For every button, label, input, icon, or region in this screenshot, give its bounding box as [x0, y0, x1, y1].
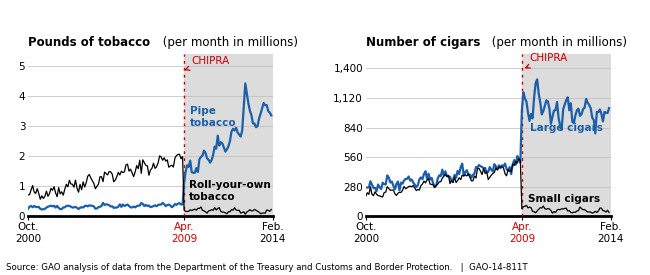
Text: Roll-your-own
tobacco: Roll-your-own tobacco	[188, 180, 270, 202]
Text: (per month in millions): (per month in millions)	[488, 36, 627, 49]
Text: Large cigars: Large cigars	[530, 123, 603, 133]
Text: Pipe
tobacco: Pipe tobacco	[190, 106, 237, 128]
Text: CHIPRA: CHIPRA	[526, 53, 567, 68]
Text: Source: GAO analysis of data from the Department of the Treasury and Customs and: Source: GAO analysis of data from the De…	[6, 263, 528, 272]
Text: Pounds of tobacco: Pounds of tobacco	[28, 36, 150, 49]
Text: (per month in millions): (per month in millions)	[159, 36, 298, 49]
Text: Small cigars: Small cigars	[528, 194, 600, 204]
Bar	[184, 54, 273, 216]
Text: CHIPRA: CHIPRA	[185, 56, 230, 70]
Text: Number of cigars: Number of cigars	[366, 36, 480, 49]
Bar	[522, 54, 610, 216]
